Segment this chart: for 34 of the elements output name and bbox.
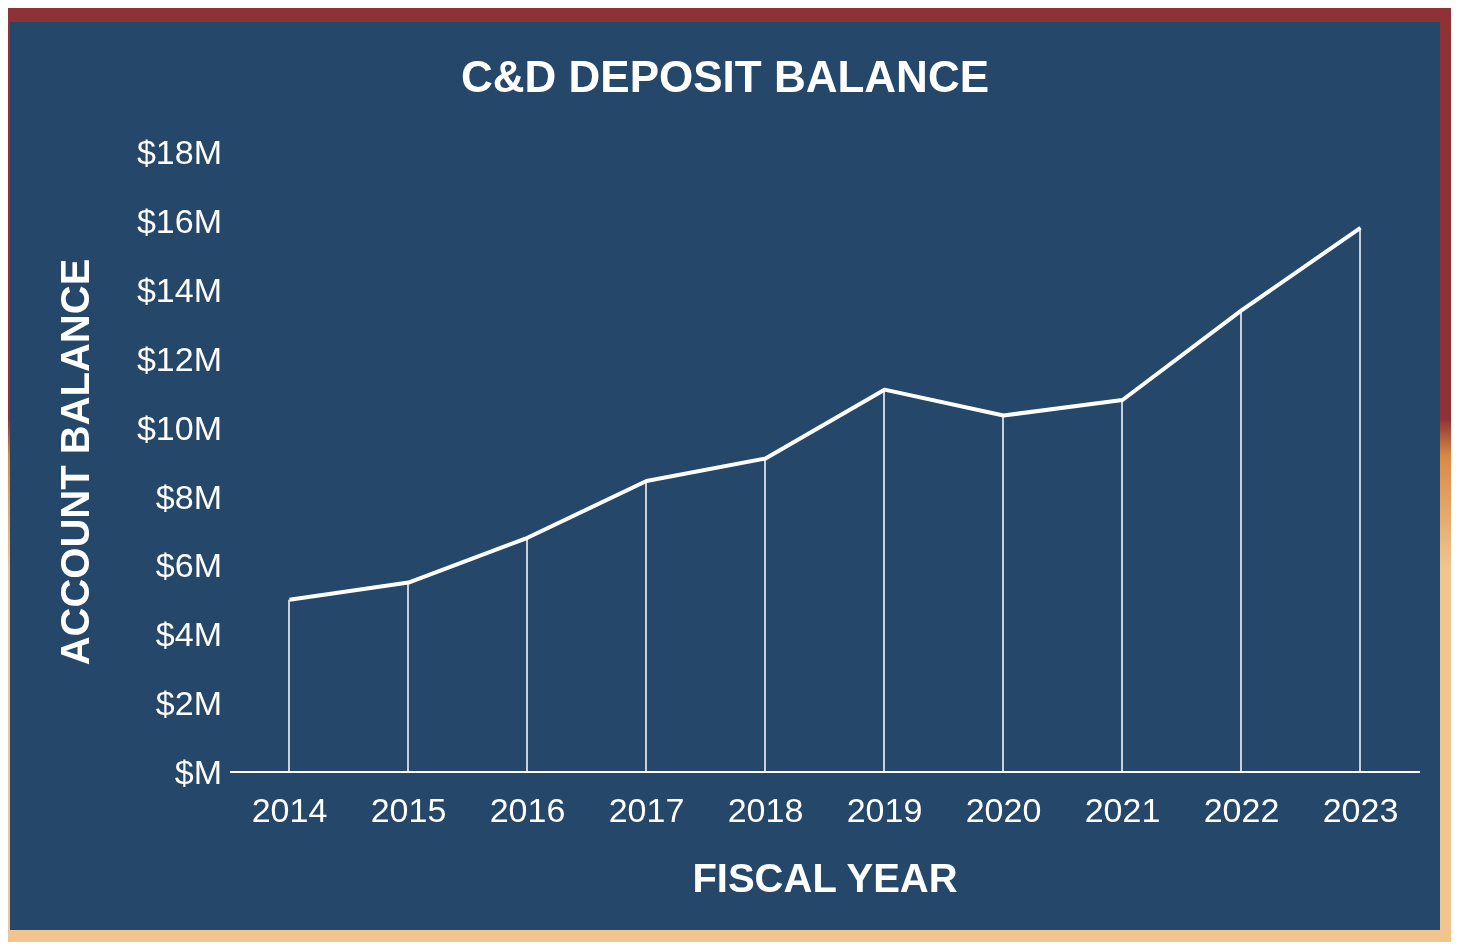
y-tick-label: $6M	[155, 546, 222, 585]
x-tick-label: 2016	[489, 791, 566, 830]
bar	[645, 480, 647, 772]
x-axis-title: FISCAL YEAR	[692, 856, 958, 900]
x-tick-label: 2018	[727, 791, 804, 830]
x-tick-label: 2020	[965, 791, 1042, 830]
bar	[1240, 310, 1242, 772]
bar	[1121, 400, 1123, 772]
bar	[407, 582, 409, 772]
bar	[288, 599, 290, 772]
bar	[526, 537, 528, 772]
bar	[883, 389, 885, 772]
x-tick-label: 2022	[1203, 791, 1280, 830]
chart-title: C&D DEPOSIT BALANCE	[460, 52, 990, 102]
line-series	[287, 225, 1363, 602]
x-tick-label: 2015	[370, 791, 447, 830]
y-tick-label: $18M	[136, 133, 222, 172]
bar	[764, 458, 766, 772]
y-tick-label: $14M	[136, 270, 222, 309]
y-tick-label: $4M	[155, 615, 222, 654]
x-tick-label: 2021	[1084, 791, 1161, 830]
x-tick-label: 2019	[846, 791, 923, 830]
bar	[1002, 415, 1004, 772]
y-tick-label: $8M	[155, 477, 222, 516]
y-tick-label: $16M	[136, 201, 222, 240]
x-tick-label: 2014	[251, 791, 328, 830]
y-tick-label: $2M	[155, 684, 222, 723]
bar	[1359, 227, 1361, 772]
y-axis-title: ACCOUNT BALANCE	[53, 258, 98, 666]
y-tick-label: $10M	[136, 408, 222, 447]
y-tick-label: $M	[174, 753, 222, 792]
x-tick-label: 2017	[608, 791, 685, 830]
x-tick-label: 2023	[1322, 791, 1399, 830]
y-tick-label: $12M	[136, 339, 222, 378]
